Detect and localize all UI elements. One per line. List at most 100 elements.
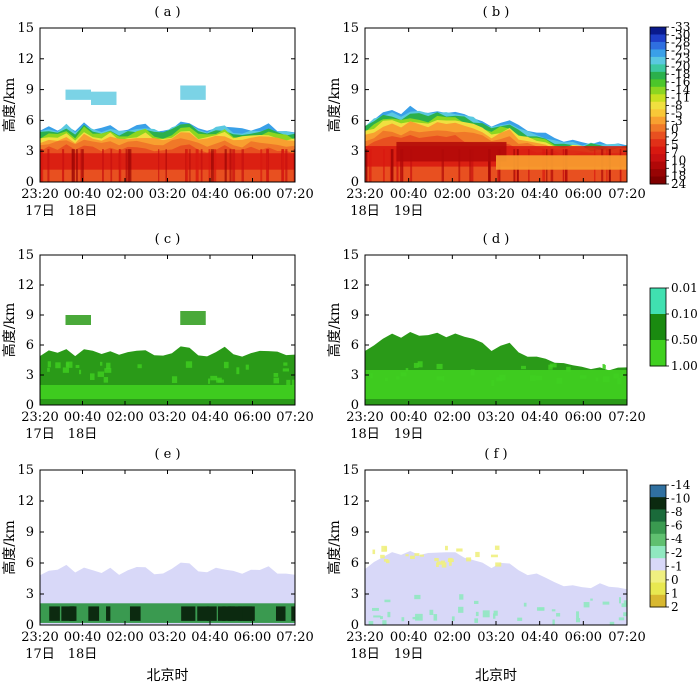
probability-speckle — [442, 375, 445, 382]
difference-speckle — [459, 594, 464, 600]
colorbar-swatch — [650, 497, 666, 510]
difference-dark-cell — [129, 606, 141, 621]
difference-speckle — [523, 602, 527, 607]
probability-speckle — [566, 366, 571, 372]
plot-area — [365, 332, 627, 405]
y-tick-label: 9 — [26, 83, 34, 98]
colorbar-swatch — [650, 124, 666, 133]
y-tick-label: 9 — [351, 525, 359, 540]
difference-speckle — [382, 620, 387, 625]
y-tick-label: 9 — [26, 525, 34, 540]
probability-speckle — [47, 367, 50, 372]
difference-yellow-speckle — [440, 560, 445, 564]
difference-dark-cell — [88, 606, 100, 621]
difference-speckle — [412, 616, 420, 620]
colorbar-swatch — [650, 71, 666, 80]
x-tick-label: 04:40 — [191, 187, 228, 202]
probability-speckle — [613, 373, 619, 379]
band-region — [496, 155, 627, 170]
probability-speckle — [273, 377, 280, 384]
x-axis-label: 北京时 — [147, 668, 189, 684]
colorbar-label: -33 — [671, 20, 690, 34]
difference-dark-cell — [275, 606, 286, 621]
probability-speckle — [413, 362, 419, 368]
probability-speckle — [535, 375, 543, 381]
difference-yellow-speckle — [385, 560, 390, 564]
colorbar-swatch — [650, 56, 666, 65]
probability-speckle — [549, 363, 557, 368]
panel-a: 0 3 6 9 12 15 23:20 00:40 02:00 03:20 04:40 06:00 07… — [1, 5, 314, 219]
difference-speckle — [482, 610, 490, 618]
y-tick-label: 15 — [342, 248, 359, 263]
y-tick-label: 3 — [26, 368, 34, 383]
y-tick-label: 6 — [351, 113, 359, 128]
reflectivity-streak — [40, 149, 44, 182]
probability-speckle — [210, 375, 218, 381]
reflectivity-streak — [458, 149, 461, 182]
x-tick-label: 07:20 — [608, 410, 645, 425]
difference-speckle — [373, 615, 381, 618]
colorbar-swatch — [650, 79, 666, 88]
colorbar-swatch — [650, 34, 666, 43]
date-label: 19日 — [394, 647, 424, 662]
colorbar-label: -1 — [671, 559, 683, 573]
probability-speckle — [79, 369, 82, 375]
difference-speckle — [458, 606, 464, 613]
date-label: 18日 — [350, 204, 380, 219]
probability-speckle — [99, 361, 103, 366]
difference-speckle — [372, 607, 379, 611]
x-tick-label: 03:20 — [149, 410, 186, 425]
colorbar-label: 1 — [671, 586, 679, 600]
y-tick-label: 3 — [26, 587, 34, 602]
probability-speckle — [405, 368, 409, 372]
probability-speckle — [396, 376, 400, 380]
colorbar-swatch — [650, 169, 666, 178]
reflectivity-streak — [396, 149, 399, 182]
difference-speckle — [538, 607, 545, 611]
y-tick-label: 3 — [351, 368, 359, 383]
probability-speckle — [529, 375, 536, 381]
y-tick-label: 6 — [26, 338, 34, 353]
reflectivity-streak — [368, 149, 372, 182]
colorbar-swatch — [650, 546, 666, 559]
difference-yellow-speckle — [414, 553, 420, 556]
colorbar-label: -18 — [671, 67, 690, 81]
colorbar-label: -3 — [671, 114, 683, 128]
difference-dark-cell — [217, 606, 231, 621]
reflectivity-streak — [410, 149, 413, 182]
colorbar-label: 0.10 — [671, 307, 698, 321]
reflectivity-streak — [470, 149, 474, 182]
probability-speckle — [436, 376, 443, 381]
panel-e: 0 3 6 9 12 15 23:20 00:40 02:00 03:20 04:40 06:00 07… — [1, 447, 314, 684]
x-tick-label: 02:00 — [434, 187, 471, 202]
x-tick-label: 06:00 — [565, 410, 602, 425]
difference-yellow-speckle — [494, 545, 500, 550]
colorbar-label: -4 — [671, 532, 683, 546]
probability-speckle — [417, 361, 423, 368]
y-tick-label: 9 — [26, 308, 34, 323]
reflectivity-streak — [397, 149, 399, 182]
probability-speckle — [283, 362, 288, 366]
probability-speckle — [66, 361, 73, 368]
reflectivity-streak — [469, 149, 471, 182]
x-tick-label: 04:40 — [521, 187, 558, 202]
x-tick-label: 23:20 — [21, 410, 58, 425]
difference-dark-cell — [106, 606, 111, 621]
x-tick-label: 23:20 — [21, 630, 58, 645]
probability-speckle — [521, 365, 526, 370]
reflectivity-streak — [441, 149, 444, 182]
difference-speckle — [474, 618, 479, 623]
reflectivity-streak — [285, 149, 288, 182]
colorbar-swatch — [650, 116, 666, 125]
colorbar-label: -20 — [671, 59, 690, 73]
y-tick-label: 12 — [342, 52, 359, 67]
reflectivity-streak — [185, 149, 189, 182]
probability-speckle — [291, 379, 295, 387]
y-tick-label: 3 — [351, 144, 359, 159]
difference-dark-cell — [242, 606, 255, 621]
x-tick-label: 23:20 — [346, 187, 383, 202]
probability-speckle — [619, 374, 623, 378]
x-tick-label: 02:00 — [106, 410, 143, 425]
